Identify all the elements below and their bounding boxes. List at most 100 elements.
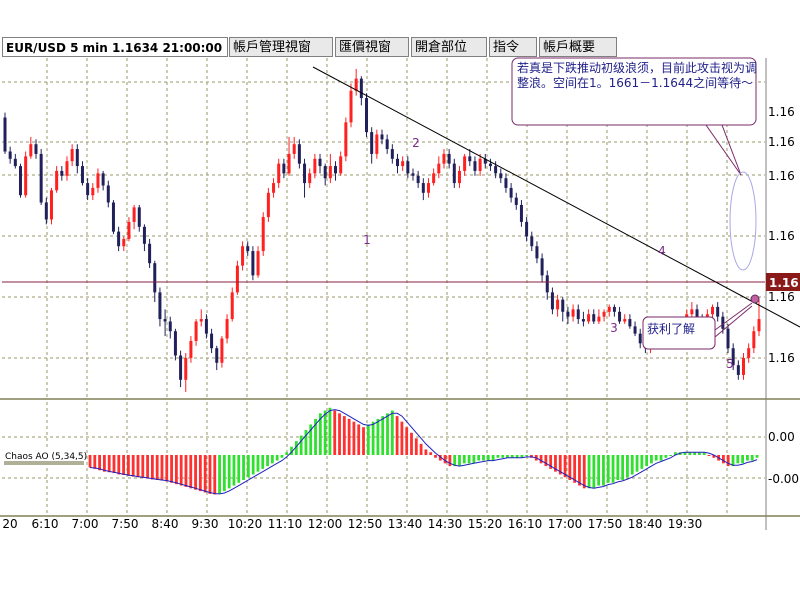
ao-bar (722, 455, 725, 464)
ao-bar (386, 413, 389, 455)
ao-bar (174, 455, 178, 485)
time-tick-label: 17:50 (588, 517, 623, 531)
ao-bar (578, 455, 581, 486)
candle-body (566, 311, 570, 317)
candle-body (695, 309, 699, 320)
candle-body (142, 226, 146, 244)
ao-bar (467, 455, 471, 464)
candle-body (199, 319, 203, 322)
candle-body (106, 185, 110, 203)
ao-tick-label: -0.00 (768, 472, 799, 486)
candle-body (179, 355, 183, 380)
candle-body (571, 309, 575, 317)
candle-body (633, 326, 637, 334)
ao-bar (371, 421, 375, 455)
ao-bar (683, 452, 687, 455)
candle-body (132, 207, 136, 222)
time-tick-label: 15:20 (468, 517, 503, 531)
ao-bar (304, 430, 308, 455)
tab-open-positions[interactable]: 開倉部位 (411, 37, 487, 57)
ao-bar (491, 455, 495, 461)
candle-body (91, 187, 95, 196)
current-price-label: 1.16 (769, 276, 799, 290)
candle-body (75, 149, 79, 167)
ao-bar (563, 455, 567, 478)
candle-body (525, 221, 529, 237)
candle-body (711, 306, 715, 315)
ao-bar (146, 455, 149, 479)
note-bubble (511, 57, 757, 126)
ao-bar (602, 455, 605, 486)
ao-bar (126, 455, 130, 476)
candle-body (540, 258, 544, 276)
tab-quotes[interactable]: 匯價視窗 (335, 37, 409, 57)
candle-body (339, 156, 343, 174)
ao-bar (294, 441, 298, 455)
ao-bar (280, 455, 284, 458)
candle-body (447, 153, 451, 164)
candle-body (463, 156, 467, 171)
candle-body (241, 246, 245, 266)
indicator-label-bg (4, 449, 84, 461)
candle-body (488, 163, 492, 167)
ao-bar (611, 455, 615, 483)
candle-body (287, 153, 291, 174)
analysis-note: 若真是下跌推动初级浪须，目前此攻击视为调整浪。空间在1。1661－1.1644之… (517, 61, 758, 90)
entry-marker (750, 294, 760, 304)
ao-bar (472, 455, 476, 464)
tab-eurusd-chart[interactable]: EUR/USD 5 min 1.1634 21:00:00 (2, 37, 228, 57)
ao-bar (525, 455, 529, 456)
ao-bar (520, 455, 524, 458)
candle-body (313, 158, 317, 174)
target-zone-ellipse (729, 171, 757, 271)
ao-bar (410, 432, 413, 455)
ao-bar (693, 452, 697, 455)
ao-bar (592, 455, 596, 489)
candle-body (499, 173, 503, 179)
ao-bar (558, 455, 562, 475)
ao-bar (237, 455, 241, 483)
tab-account-summary[interactable]: 帳戶概要 (539, 37, 617, 57)
ao-bar (98, 455, 101, 471)
candle-body (757, 319, 761, 332)
candle-body (80, 166, 84, 184)
time-tick-label: 10:20 (228, 517, 263, 531)
ao-bar (640, 455, 644, 469)
candle-body (8, 151, 12, 159)
candle-body (29, 144, 33, 157)
time-tick-label: 6:10 (32, 517, 59, 531)
profit-bubble (642, 316, 716, 350)
candle-body (354, 78, 358, 91)
ao-bar (438, 455, 442, 461)
candle-body (365, 98, 369, 133)
candle-body (101, 173, 105, 186)
profit-pointer (714, 302, 753, 331)
candle-body (380, 134, 384, 140)
candle-body (509, 187, 513, 198)
tab-orders[interactable]: 指令 (489, 37, 537, 57)
tab-account-management[interactable]: 帳戶管理視窗 (229, 37, 333, 57)
ao-bar (222, 455, 226, 492)
candle-body (127, 221, 131, 239)
ao-bar (698, 452, 701, 455)
candle-body (344, 122, 348, 157)
overlays: 1 2 3 4 5 (2, 57, 800, 371)
candle-body (49, 190, 53, 220)
candle-body (194, 321, 198, 341)
ao-bar (338, 413, 341, 455)
candle-body (401, 161, 405, 167)
candle-body (421, 183, 425, 193)
time-tick-label: 18:40 (628, 517, 663, 531)
candle-body (220, 338, 224, 363)
candle-body (163, 319, 167, 322)
candle-body (550, 292, 554, 310)
ao-bar (400, 421, 404, 455)
ao-bar (117, 455, 121, 475)
ao-bar (328, 407, 332, 455)
candle-body (747, 348, 751, 358)
candle-body (581, 319, 585, 322)
time-tick-label: 11:10 (268, 517, 303, 531)
ao-bar (635, 455, 639, 472)
time-tick-label: 14:30 (428, 517, 463, 531)
